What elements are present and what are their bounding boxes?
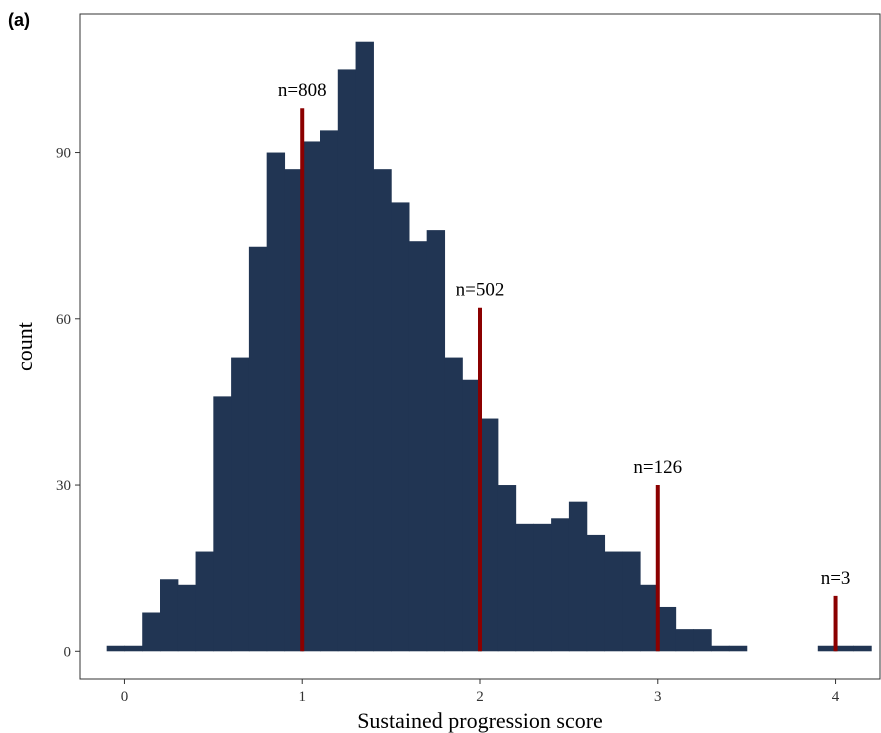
histogram-bar	[266, 152, 286, 652]
y-tick-label: 60	[56, 312, 71, 328]
x-tick-label: 2	[476, 689, 484, 705]
histogram-bar	[426, 230, 446, 652]
marker-label-background	[818, 567, 853, 589]
histogram-bar	[213, 396, 232, 652]
marker-label-background	[631, 457, 685, 479]
histogram-bar	[675, 629, 694, 652]
histogram-bar	[195, 551, 214, 652]
histogram-bar	[337, 69, 357, 652]
histogram-bar	[711, 645, 730, 652]
histogram-bar	[373, 169, 392, 652]
y-tick-label: 0	[64, 644, 72, 660]
histogram-bar	[160, 579, 179, 652]
histogram-bar	[142, 612, 161, 652]
marker-labels: n=808 n=502 n=126 n=3	[275, 80, 853, 589]
histogram-bar	[515, 523, 534, 652]
y-axis: 0 30 60 90	[56, 146, 80, 660]
histogram-bar	[533, 523, 552, 652]
histogram-bar	[408, 241, 428, 652]
histogram-bar	[480, 418, 499, 652]
x-tick-label: 4	[832, 689, 840, 705]
marker-label: n=126	[633, 457, 682, 478]
x-axis: 0 1 2 3 4	[121, 679, 840, 705]
histogram-bar	[568, 501, 588, 652]
histogram-bar	[835, 645, 854, 652]
histogram-bar	[444, 357, 463, 652]
histogram-bars	[106, 41, 872, 652]
marker-label: n=808	[278, 80, 327, 101]
histogram-bar	[284, 169, 303, 652]
histogram-bar	[124, 645, 143, 652]
histogram-bar	[622, 551, 641, 652]
marker-label: n=502	[456, 280, 505, 301]
y-tick-label: 30	[56, 478, 71, 494]
y-axis-title: count	[12, 322, 37, 371]
histogram-bar	[640, 584, 659, 652]
panel-label: (a)	[8, 10, 30, 30]
histogram-bar	[657, 606, 677, 652]
histogram-bar	[693, 629, 712, 652]
histogram-bar	[604, 551, 623, 652]
histogram-bar	[302, 141, 321, 652]
y-tick-label: 90	[56, 146, 71, 162]
histogram-bar	[391, 202, 410, 652]
x-axis-title: Sustained progression score	[357, 708, 603, 733]
histogram-bar	[551, 518, 570, 652]
histogram-bar	[462, 379, 481, 652]
marker-lines	[300, 108, 838, 652]
marker-label: n=3	[821, 568, 851, 589]
marker-label-background	[453, 279, 507, 301]
histogram-bar	[355, 41, 374, 652]
histogram-bar	[586, 534, 606, 652]
histogram-bar	[853, 645, 872, 652]
x-tick-label: 0	[121, 689, 129, 705]
x-tick-label: 1	[298, 689, 306, 705]
histogram-bar	[106, 645, 126, 652]
histogram-bar	[728, 645, 748, 652]
x-tick-label: 3	[654, 689, 662, 705]
histogram-bar	[497, 485, 517, 652]
marker-label-background	[275, 80, 329, 102]
histogram-bar	[320, 130, 339, 652]
histogram-bar	[817, 645, 837, 652]
histogram-bar	[231, 357, 250, 652]
histogram-bar	[248, 246, 268, 652]
histogram-bar	[177, 584, 197, 652]
